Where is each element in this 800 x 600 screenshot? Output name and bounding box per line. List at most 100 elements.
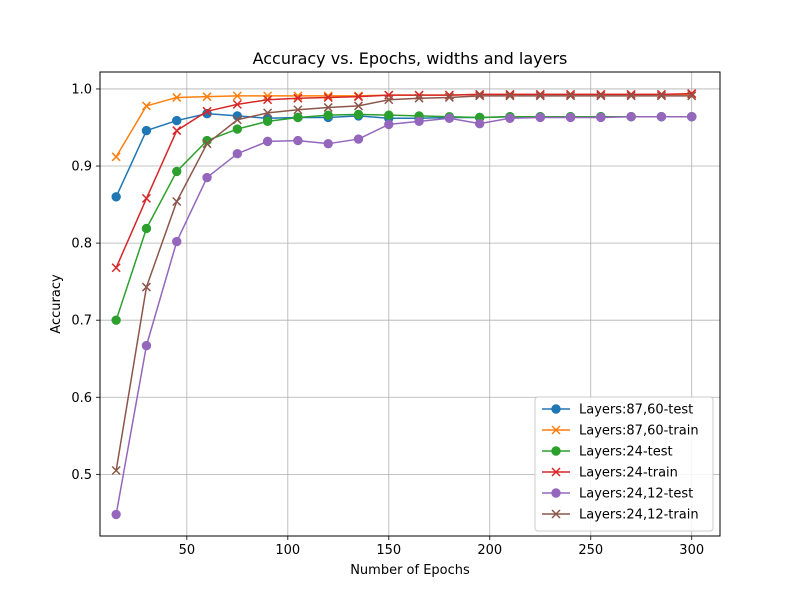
legend-item: Layers:24,12-test [542,487,693,502]
legend-marker [551,404,561,414]
data-point [475,89,485,99]
legend-item: Layers:24,12-train [542,508,699,523]
data-point [475,91,485,101]
x-tick-label: 300 [679,543,704,558]
data-point [323,102,333,112]
data-point [202,106,212,116]
series-4 [111,112,697,520]
series-1 [111,89,697,162]
data-point [111,263,121,273]
legend: Layers:87,60-test Layers:87,60-train Layer… [534,396,714,532]
data-point [111,315,121,325]
x-tick-label: 50 [179,543,196,558]
series-line [115,112,692,198]
data-point [263,91,273,101]
data-point [202,139,212,149]
data-point [535,89,545,99]
data-point [687,112,697,122]
data-point [323,91,333,101]
legend-item: Layers:24-test [542,445,673,460]
data-point [293,135,303,146]
data-point [535,91,545,101]
data-point [414,93,424,103]
data-point [263,95,273,105]
legend-label: Layers:24-test [579,445,673,460]
data-point [626,89,636,99]
data-point [384,110,394,120]
data-point [626,112,636,122]
data-point [172,196,182,207]
data-point [353,134,364,144]
data-point [565,112,576,123]
data-point [172,126,182,136]
data-point [111,152,121,162]
data-point [232,124,243,134]
data-point [111,509,121,520]
data-point [262,116,273,127]
data-point [262,136,273,147]
data-point [414,116,424,127]
data-point [293,93,303,103]
legend-marker [551,446,561,456]
data-point [566,89,576,99]
data-point [111,465,121,476]
data-point [384,95,394,105]
legend-label: Layers:24,12-test [579,487,693,502]
data-point [656,89,666,99]
data-point [323,110,333,120]
data-point [293,112,303,123]
data-point [141,101,151,111]
data-point [141,223,152,234]
series-line [115,92,692,269]
legend-item: Layers:24-train [542,466,678,481]
data-point [353,92,364,102]
legend-label: Layers:24-train [579,466,678,481]
series-line [115,93,692,158]
data-point [172,92,182,102]
series-line [115,95,692,471]
legend-item: Layers:87,60-train [542,424,699,439]
data-point [566,91,576,101]
data-point [232,99,242,109]
y-axis-label: Accuracy [49,274,64,334]
y-tick-label: 0.7 [71,314,92,329]
legend-marker [551,425,561,435]
ticks: 50 100 150 200 250 300 0.5 0.6 0.7 0.8 0.9 1.0 [71,82,704,558]
plot-frame [99,71,721,537]
chart-title: Accuracy vs. Epochs, widths and layers [253,49,568,68]
data-point [202,172,212,183]
data-point [596,89,606,99]
legend-marker [551,509,561,519]
data-point [263,108,273,118]
series-layer [111,89,697,520]
data-point [353,109,364,120]
data-point [353,101,364,111]
data-point [474,118,485,129]
data-point [656,112,667,122]
legend-marker [551,488,561,498]
x-tick-label: 150 [376,543,401,558]
legend-label: Layers:24,12-train [579,508,699,523]
data-point [444,113,455,123]
data-point [172,166,182,177]
legend-box [534,396,714,532]
x-axis-label: Number of Epochs [350,563,470,578]
x-tick-label: 200 [477,543,502,558]
series-5 [111,91,697,476]
data-point [626,91,636,101]
data-point [535,112,545,123]
data-point [141,340,152,351]
legend-label: Layers:87,60-train [579,424,699,439]
data-point [172,115,182,126]
series-line [115,115,692,515]
y-tick-label: 0.5 [71,468,92,483]
data-point [111,192,121,202]
y-tick-label: 0.6 [71,391,92,406]
data-point [323,92,333,102]
data-point [596,112,606,123]
series-line [115,113,692,321]
data-point [596,91,606,101]
data-point [687,91,697,101]
x-tick-label: 100 [275,543,300,558]
